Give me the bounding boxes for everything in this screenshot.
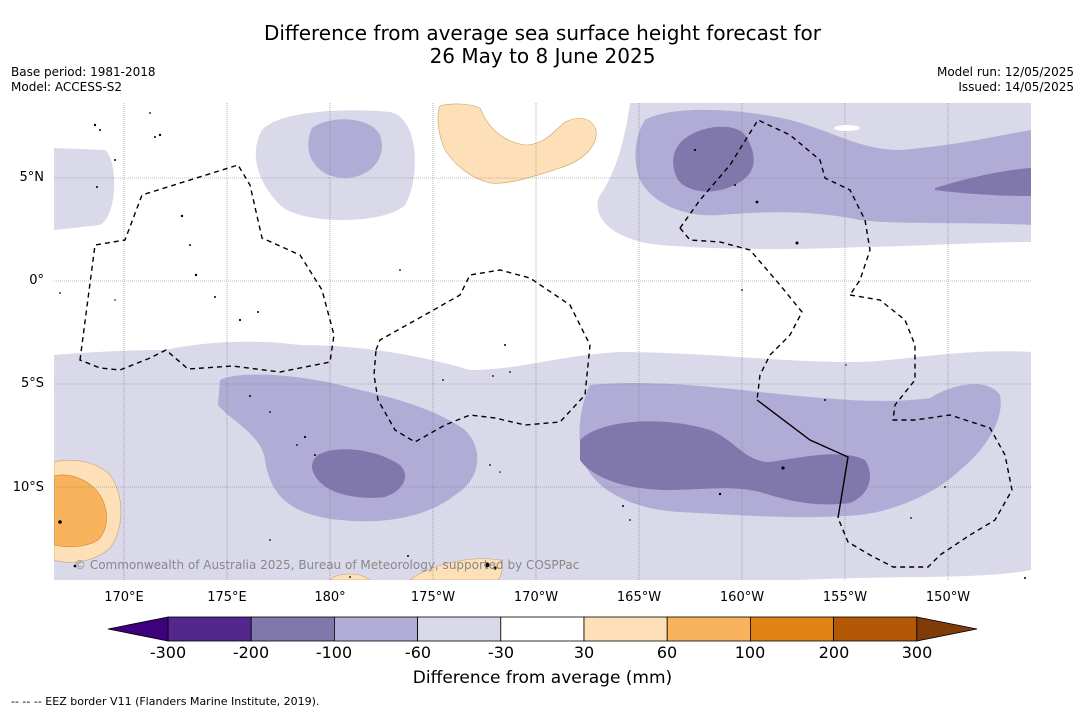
title-line-1: Difference from average sea surface heig… <box>263 21 822 45</box>
model-run: Model run: 12/05/2025 <box>936 65 1074 79</box>
cb-tick: 300 <box>901 643 933 662</box>
colorbar-segment <box>333 616 418 642</box>
colorbar-segment <box>167 616 252 642</box>
colorbar-segment <box>750 616 835 642</box>
cb-tick: -100 <box>315 643 353 662</box>
lon-label-155w: 155°W <box>822 590 868 605</box>
lon-label-150w: 150°W <box>925 590 971 605</box>
colorbar-label: Difference from average (mm) <box>412 668 673 688</box>
colorbar-segment <box>417 616 502 642</box>
region-pos-60-100 <box>54 474 107 548</box>
white-patch <box>834 125 860 131</box>
region-neg-200-100 <box>312 126 1031 505</box>
colorbar-segment <box>583 616 668 642</box>
eez-solid-segment <box>756 399 849 519</box>
copyright-notice: © Commonwealth of Australia 2025, Bureau… <box>74 558 580 572</box>
lat-label-10s: 10°S <box>12 480 44 495</box>
lat-label-0: 0° <box>29 273 44 288</box>
lon-label-170w: 170°W <box>513 590 559 605</box>
cb-tick: -200 <box>232 643 270 662</box>
cb-tick: -300 <box>149 643 187 662</box>
eez-borders <box>79 119 1013 568</box>
meta-left: Base period: 1981-2018 Model: ACCESS-S2 <box>11 65 156 95</box>
cb-tick: -60 <box>404 643 432 662</box>
issued-date: Issued: 14/05/2025 <box>958 80 1074 94</box>
colorbar-segment <box>250 616 335 642</box>
colorbar-extend-high <box>916 616 978 642</box>
eez-footnote: -- -- -- EEZ border V11 (Flanders Marine… <box>11 695 320 708</box>
lon-label-175w: 175°W <box>410 590 456 605</box>
cb-tick: 200 <box>818 643 850 662</box>
model-name: Model: ACCESS-S2 <box>11 80 123 94</box>
meta-right: Model run: 12/05/2025 Issued: 14/05/2025 <box>937 65 1074 95</box>
cb-tick: 60 <box>656 643 678 662</box>
colorbar-segment <box>666 616 751 642</box>
cb-tick: 30 <box>573 643 595 662</box>
colorbar-extend-low <box>107 616 169 642</box>
colorbar-segment <box>833 616 918 642</box>
cb-tick: -30 <box>487 643 515 662</box>
base-period: Base period: 1981-2018 <box>11 65 156 79</box>
lon-label-165w: 165°W <box>616 590 662 605</box>
lon-label-160w: 160°W <box>719 590 765 605</box>
lon-label-175e: 175°E <box>207 590 247 605</box>
cb-tick: 100 <box>734 643 766 662</box>
lon-label-170e: 170°E <box>104 590 144 605</box>
graticule <box>54 103 1031 580</box>
islands <box>58 112 1026 579</box>
map-title: Difference from average sea surface heig… <box>0 22 1085 68</box>
title-line-2: 26 May to 8 June 2025 <box>429 44 656 68</box>
lon-label-180: 180° <box>314 590 346 605</box>
colorbar-segment <box>500 616 585 642</box>
lat-label-5n: 5°N <box>19 170 45 185</box>
lat-label-5s: 5°S <box>20 376 44 391</box>
